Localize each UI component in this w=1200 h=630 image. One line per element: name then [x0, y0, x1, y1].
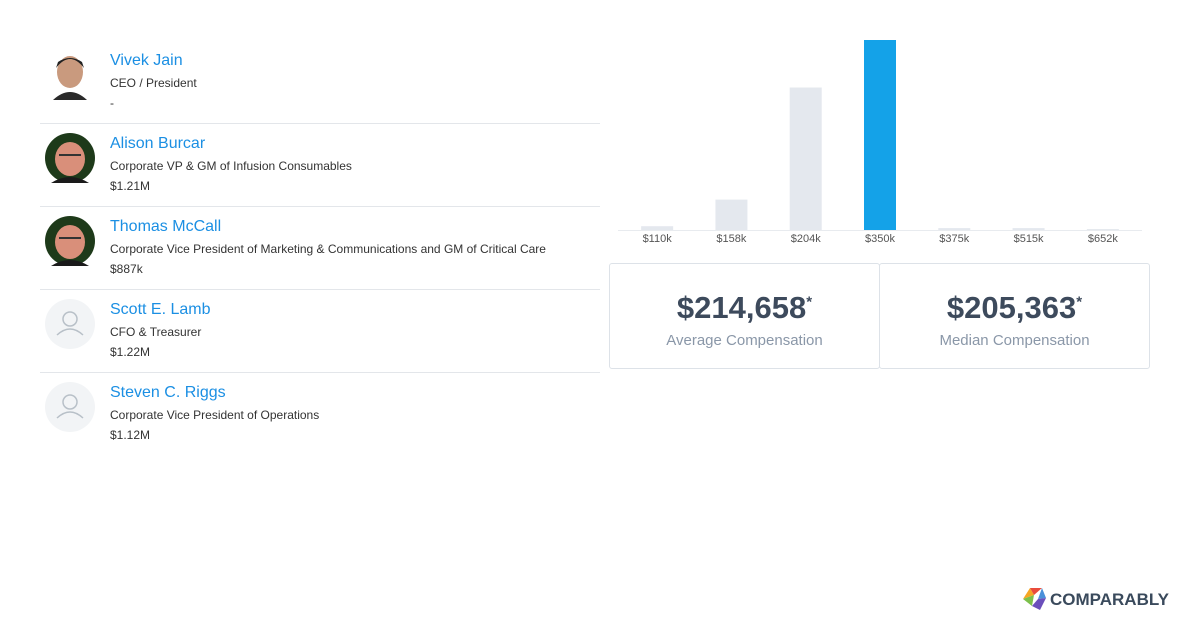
stat-value: $214,658* — [610, 290, 879, 326]
x-tick-label: $375k — [939, 233, 969, 245]
avatar-placeholder — [45, 382, 95, 432]
brand-name: COMPARABLY — [1050, 590, 1170, 609]
brand-logo: COMPARABLY — [1023, 588, 1170, 610]
stat-number: $205,363 — [946, 290, 1077, 325]
person-pay: $1.22M — [110, 345, 151, 359]
bar — [641, 226, 674, 230]
person-title: Corporate Vice President of Operations — [110, 408, 320, 422]
person-row: Scott E. Lamb CFO & Treasurer $1.22M — [40, 289, 600, 373]
bar — [864, 40, 896, 230]
person-pay: $1.12M — [110, 428, 151, 442]
person-name[interactable]: Scott E. Lamb — [110, 301, 211, 318]
stat-box: $214,658* Average Compensation — [609, 263, 880, 369]
person-title: Corporate Vice President of Marketing & … — [110, 242, 546, 256]
x-tick-label: $350k — [865, 233, 895, 245]
person-row: Vivek Jain CEO / President - — [40, 40, 600, 124]
bar — [715, 199, 748, 230]
person-row: Thomas McCall Corporate Vice President o… — [40, 206, 600, 290]
stat-mark: * — [806, 293, 813, 311]
stat-number: $214,658 — [676, 290, 807, 325]
person-pay: $887k — [110, 262, 143, 276]
person-name[interactable]: Steven C. Riggs — [110, 384, 226, 401]
x-tick-label: $158k — [716, 233, 746, 245]
person-row: Steven C. Riggs Corporate Vice President… — [40, 372, 600, 455]
person-name[interactable]: Alison Burcar — [110, 135, 206, 152]
person-title: Corporate VP & GM of Infusion Consumable… — [110, 159, 352, 173]
stat-value: $205,363* — [880, 290, 1149, 326]
bar — [1012, 228, 1045, 230]
person-pay: $1.21M — [110, 179, 151, 193]
stat-label: Average Compensation — [666, 332, 823, 349]
person-row: Alison Burcar Corporate VP & GM of Infus… — [40, 123, 600, 207]
chart: $110k $158k $204k $350k $375k $515k $652k — [618, 40, 1142, 245]
avatar — [45, 50, 95, 100]
person-title: CEO / President — [110, 76, 197, 90]
bar — [789, 87, 822, 230]
bar — [1086, 229, 1119, 230]
x-tick-label: $515k — [1014, 233, 1044, 245]
bar — [938, 228, 971, 230]
avatar-placeholder — [45, 299, 95, 349]
avatar — [45, 133, 95, 183]
x-tick-label: $204k — [791, 233, 821, 245]
avatar — [45, 216, 95, 266]
person-name[interactable]: Vivek Jain — [110, 52, 183, 69]
stat-mark: * — [1076, 293, 1083, 311]
x-tick-label: $110k — [643, 233, 673, 245]
person-title: CFO & Treasurer — [110, 325, 202, 339]
x-tick-label: $652k — [1088, 233, 1118, 245]
person-pay: - — [110, 96, 114, 110]
stat-label: Median Compensation — [939, 332, 1090, 349]
stat-box: $205,363* Median Compensation — [879, 263, 1150, 369]
person-name[interactable]: Thomas McCall — [110, 218, 222, 235]
